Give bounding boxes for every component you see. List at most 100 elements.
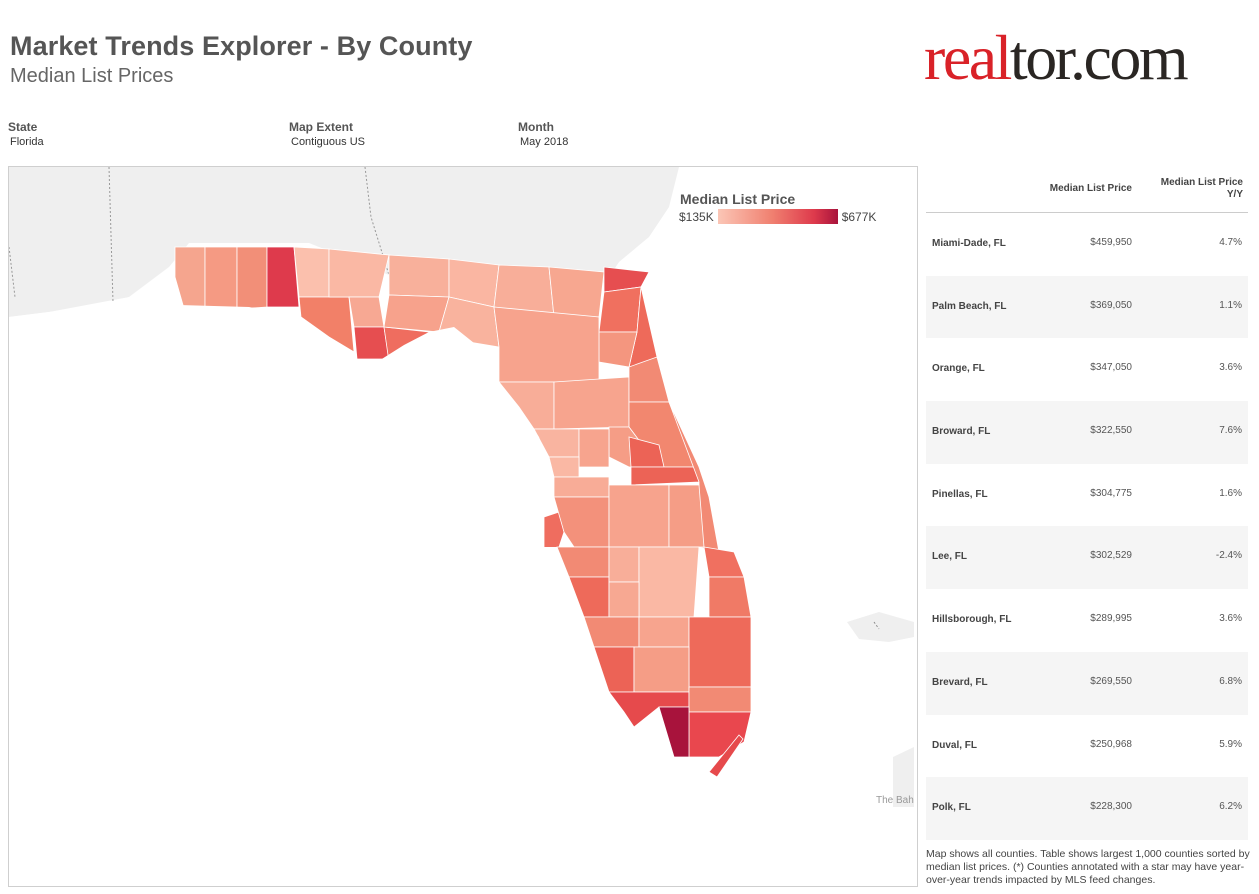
county-alachua[interactable] [493,306,600,383]
month-filter-value[interactable]: May 2018 [520,136,569,148]
county-price: $347,050 [1090,362,1132,374]
county-broward[interactable] [688,686,752,713]
county-wakulla[interactable] [383,294,450,333]
county-sumter[interactable] [578,428,610,468]
county-palm-beach[interactable] [688,616,752,688]
column-header-yy[interactable]: Median List Price Y/Y [1136,177,1243,201]
county-price: $269,550 [1090,675,1132,687]
county-nassau[interactable] [603,266,650,293]
county-polk[interactable] [608,484,670,548]
state-filter[interactable]: State Florida [8,120,44,148]
month-filter[interactable]: Month May 2018 [518,120,568,148]
state-filter-label: State [8,120,38,134]
county-walton[interactable] [266,246,300,308]
county-desoto[interactable] [608,581,640,618]
bahamas-land [847,612,914,807]
county-monroe-mainland[interactable] [658,706,690,758]
legend-max-value: $677K [841,209,877,224]
table-row[interactable]: Brevard, FL $269,550 6.8% [926,651,1248,715]
map-canvas [9,167,914,808]
county-baker[interactable] [548,266,605,318]
county-highlands[interactable] [638,546,700,618]
month-filter-label: Month [518,120,554,134]
county-name: Palm Beach, FL [932,300,1007,312]
county-glades[interactable] [638,616,690,648]
county-gulf[interactable] [353,326,390,360]
county-price: $228,300 [1090,801,1132,813]
table-row[interactable]: Polk, FL $228,300 6.2% [926,777,1248,840]
county-hernando[interactable] [548,456,580,478]
legend-title: Median List Price [680,191,796,207]
table-header: Median List Price Median List Price Y/Y [926,176,1248,213]
logo-text-red: real [924,22,1012,93]
map-extent-filter[interactable]: Map Extent Contiguous US [289,120,365,148]
county-okaloosa[interactable] [236,246,268,310]
page-subtitle: Median List Prices [10,65,174,87]
county-escambia[interactable] [174,246,206,313]
county-st-lucie-martin[interactable] [708,576,752,618]
logo-text-dark: tor.com [1009,22,1189,93]
table-row[interactable]: Duval, FL $250,968 5.9% [926,715,1248,778]
county-name: Miami-Dade, FL [932,238,1006,249]
county-santa-rosa[interactable] [204,246,238,313]
column-header-price[interactable]: Median List Price [1049,183,1132,194]
map-legend: Median List Price $135K $677K [679,191,876,224]
county-name: Polk, FL [932,802,971,814]
florida-counties[interactable] [174,246,752,808]
county-hendry[interactable] [633,646,690,693]
county-holmes[interactable] [293,246,330,298]
county-hardee[interactable] [608,546,640,583]
county-duval[interactable] [598,286,642,333]
map-place-label: The Bah [876,795,914,806]
county-price: $304,775 [1090,487,1132,499]
legend-color-ramp [717,209,838,224]
county-yy: 4.7% [1219,237,1242,248]
table-row[interactable]: Hillsborough, FL $289,995 3.6% [926,589,1248,652]
county-leon[interactable] [388,254,450,298]
table-row[interactable]: Miami-Dade, FL $459,950 4.7% [926,213,1248,276]
gulf-coast-water [9,302,679,807]
realtor-logo[interactable]: realtor.com [924,26,1189,90]
county-yy: 3.6% [1219,613,1242,625]
county-price: $459,950 [1090,237,1132,248]
table-footnote: Map shows all counties. Table shows larg… [926,848,1250,886]
county-map[interactable]: Median List Price $135K $677K The Bah [8,166,918,887]
county-yy: 6.2% [1219,801,1242,813]
bahamas-border [873,621,880,630]
county-hillsborough[interactable] [553,496,610,548]
county-yy: 7.6% [1219,425,1242,437]
county-marion[interactable] [553,376,630,430]
county-yy: 5.9% [1219,738,1242,750]
map-extent-filter-value[interactable]: Contiguous US [291,136,365,148]
county-indian-river[interactable] [703,546,745,578]
county-jackson[interactable] [328,248,390,298]
county-name: Orange, FL [932,363,985,375]
county-miami-dade[interactable] [688,711,752,758]
table-row[interactable]: Pinellas, FL $304,775 1.6% [926,464,1248,527]
state-border-lines [9,167,390,303]
table-row[interactable]: Palm Beach, FL $369,050 1.1% [926,275,1248,339]
county-table: Miami-Dade, FL $459,950 4.7% Palm Beach,… [926,213,1248,840]
county-calhoun[interactable] [348,296,385,328]
table-row[interactable]: Orange, FL $347,050 3.6% [926,338,1248,401]
legend-min-value: $135K [679,209,714,224]
county-orange[interactable] [630,466,700,486]
county-name: Lee, FL [932,551,968,563]
column-header-yy-line2: Y/Y [1226,189,1243,200]
county-name: Hillsborough, FL [932,614,1012,626]
county-yy: 1.1% [1219,299,1242,311]
county-name: Brevard, FL [932,676,988,688]
table-row[interactable]: Broward, FL $322,550 7.6% [926,401,1248,464]
county-price: $369,050 [1090,299,1132,311]
state-filter-value[interactable]: Florida [10,136,44,148]
page-title: Market Trends Explorer - By County [10,31,473,61]
county-pasco[interactable] [553,476,610,498]
county-price: $289,995 [1090,613,1132,625]
county-name: Duval, FL [932,739,978,751]
county-osceola[interactable] [668,484,705,548]
county-name: Broward, FL [932,426,991,438]
table-row[interactable]: Lee, FL $302,529 -2.4% [926,526,1248,590]
county-yy: 1.6% [1219,487,1242,499]
county-yy: -2.4% [1215,550,1242,562]
florida-keys-chain[interactable] [708,734,744,778]
